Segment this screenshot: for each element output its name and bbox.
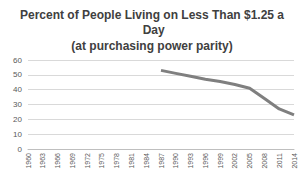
- svg-text:Percent of People Living on Le: Percent of People Living on Less Than $1…: [20, 8, 284, 22]
- svg-text:2008: 2008: [261, 153, 268, 169]
- svg-text:1990: 1990: [172, 153, 179, 169]
- svg-text:(at purchasing power parity): (at purchasing power parity): [71, 39, 232, 53]
- svg-text:40: 40: [13, 85, 22, 94]
- svg-text:1960: 1960: [25, 153, 32, 169]
- svg-text:1969: 1969: [69, 153, 76, 169]
- svg-text:2002: 2002: [231, 153, 238, 169]
- svg-text:1963: 1963: [39, 153, 46, 169]
- svg-text:1999: 1999: [217, 153, 224, 169]
- svg-text:1984: 1984: [143, 153, 150, 169]
- svg-text:2014: 2014: [291, 153, 298, 169]
- svg-text:1978: 1978: [113, 153, 120, 169]
- svg-text:Day: Day: [139, 23, 165, 37]
- svg-text:1966: 1966: [54, 153, 61, 169]
- svg-text:1993: 1993: [187, 153, 194, 169]
- svg-text:2011: 2011: [276, 153, 283, 168]
- svg-text:50: 50: [13, 70, 22, 79]
- svg-text:20: 20: [13, 115, 22, 124]
- svg-text:1972: 1972: [84, 153, 91, 169]
- svg-text:1987: 1987: [158, 153, 165, 169]
- svg-text:1996: 1996: [202, 153, 209, 169]
- svg-text:2005: 2005: [246, 153, 253, 169]
- svg-text:1981: 1981: [128, 153, 135, 169]
- svg-text:60: 60: [13, 56, 22, 65]
- svg-text:10: 10: [13, 130, 22, 139]
- svg-text:1975: 1975: [98, 153, 105, 169]
- svg-text:30: 30: [13, 100, 22, 109]
- svg-text:0: 0: [18, 145, 23, 154]
